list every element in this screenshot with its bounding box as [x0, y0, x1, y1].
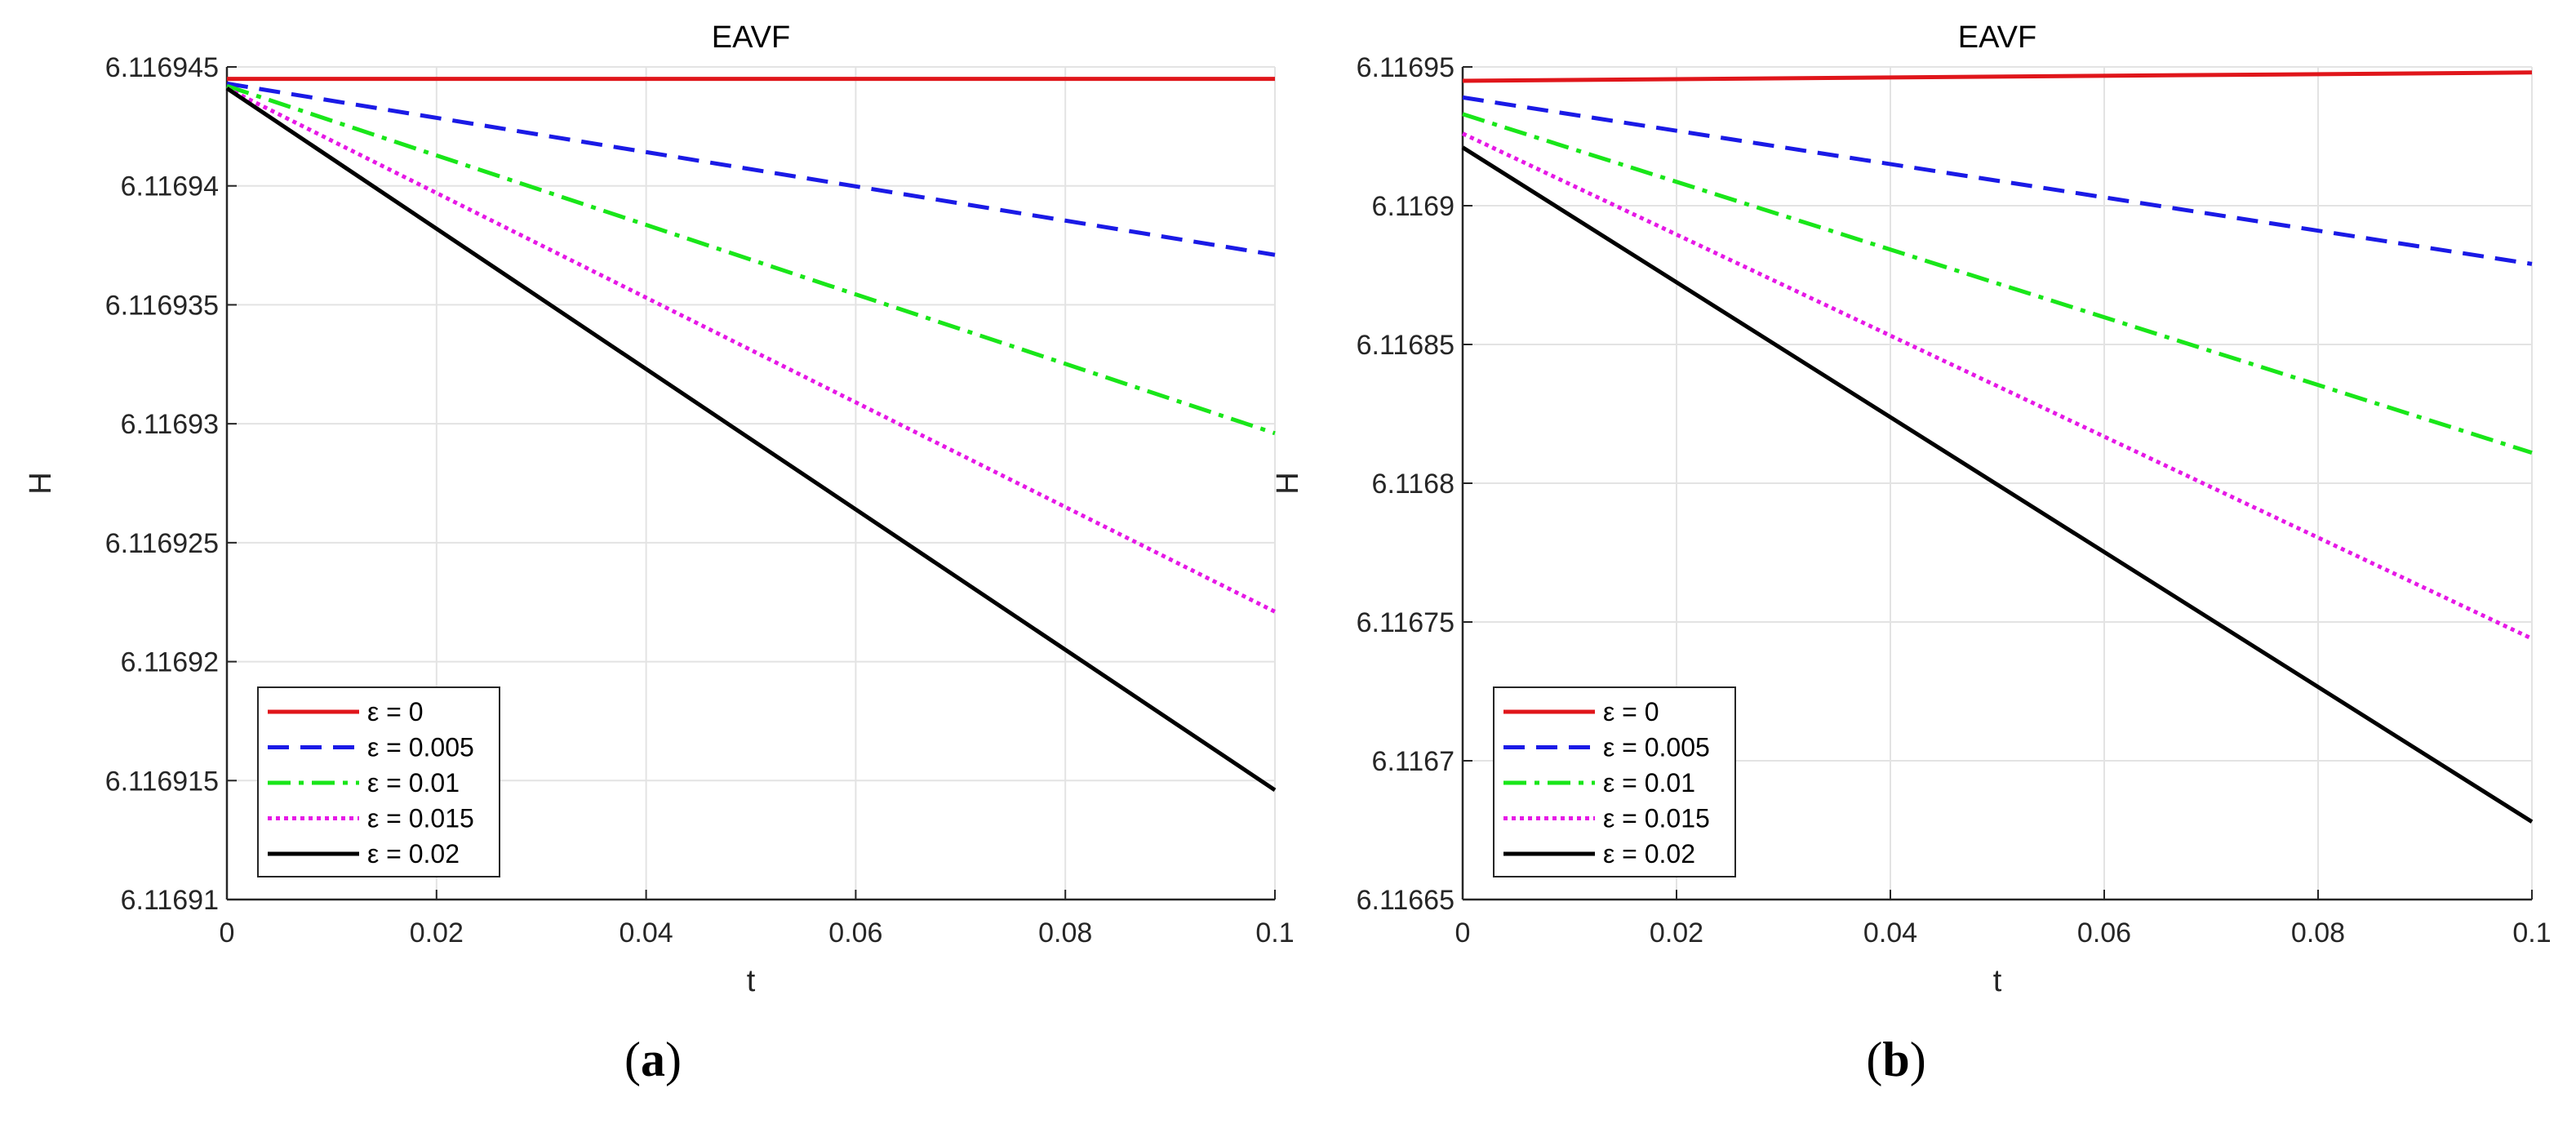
x-tick-label: 0: [1455, 917, 1471, 949]
x-tick-label: 0.04: [620, 917, 673, 949]
y-tick-label: 6.116945: [105, 52, 219, 83]
x-tick-label: 0.08: [2291, 917, 2345, 949]
legend-label: ε = 0.005: [367, 733, 474, 762]
legend-box: [1493, 686, 1736, 877]
series-line-0: [1462, 70, 2533, 83]
chart-a: 0 0.02 0.04 0.06 0.08 0.1 6.11691 6.116915 6.116…: [24, 20, 1295, 1086]
y-axis-label: H: [24, 472, 58, 494]
legend-box: [257, 686, 500, 877]
series-line-4: [1461, 145, 2534, 824]
series-line-3: [1461, 131, 2534, 641]
y-tick-label: 6.11675: [1357, 607, 1455, 638]
series-line-4: [225, 87, 1277, 793]
y-tick-label: 6.1168: [1372, 469, 1455, 500]
y-tick-label: 6.1167: [1372, 746, 1455, 777]
x-tick-label: 0.02: [1650, 917, 1703, 949]
x-tick-label: 0.06: [2077, 917, 2131, 949]
y-tick-label: 6.116935: [105, 290, 219, 321]
legend-label: ε = 0.02: [1603, 839, 1695, 869]
legend: ε = 0 ε = 0.005 ε = 0.01 ε = 0.015 ε = 0.02: [1493, 686, 1736, 877]
x-tick-label: 0.06: [828, 917, 882, 949]
x-axis-label: t: [747, 964, 756, 998]
legend-label: ε = 0.01: [367, 768, 460, 797]
legend-label: ε = 0.01: [1603, 768, 1695, 797]
y-tick-label: 6.11695: [1357, 52, 1455, 83]
legend-label: ε = 0.02: [367, 839, 460, 869]
chart-b: 0 0.02 0.04 0.06 0.08 0.1 6.11665 6.1167 6.11675…: [1271, 20, 2552, 1086]
chart-title: EAVF: [712, 20, 790, 55]
subfigure-caption: (a): [624, 1033, 682, 1086]
x-tick-label: 0.04: [1863, 917, 1917, 949]
y-tick-label: 6.11693: [121, 409, 219, 440]
legend-label: ε = 0.005: [1603, 733, 1710, 762]
x-tick-label: 0.08: [1038, 917, 1092, 949]
y-tick-label: 6.11685: [1357, 330, 1455, 361]
y-tick-label: 6.1169: [1372, 191, 1455, 222]
y-axis-label: H: [1271, 472, 1305, 494]
subfigure-caption: (b): [1866, 1033, 1925, 1086]
y-tick-label: 6.11692: [121, 647, 219, 678]
x-tick-label: 0.1: [2512, 917, 2551, 949]
x-axis-label: t: [1993, 964, 2002, 998]
chart-title: EAVF: [1958, 20, 2036, 55]
series-line-2: [226, 83, 1276, 436]
y-tick-label: 6.11665: [1357, 885, 1455, 916]
x-tick-label: 0.02: [410, 917, 464, 949]
x-tick-label: 0.1: [1255, 917, 1294, 949]
legend-label: ε = 0: [367, 697, 424, 726]
legend-label: ε = 0.015: [1603, 804, 1710, 833]
x-tick-label: 0: [220, 917, 235, 949]
series-line-1: [226, 81, 1276, 257]
legend: ε = 0 ε = 0.005 ε = 0.01 ε = 0.015 ε = 0.02: [257, 686, 500, 877]
y-tick-label: 6.11691: [121, 885, 219, 916]
y-tick-label: 6.116915: [105, 766, 219, 797]
series-line-2: [1462, 112, 2533, 455]
y-tick-label: 6.116925: [105, 528, 219, 559]
legend-label: ε = 0.015: [367, 804, 474, 833]
y-tick-label: 6.11694: [121, 171, 219, 202]
legend-label: ε = 0: [1603, 697, 1659, 726]
series-line-1: [1462, 95, 2533, 266]
